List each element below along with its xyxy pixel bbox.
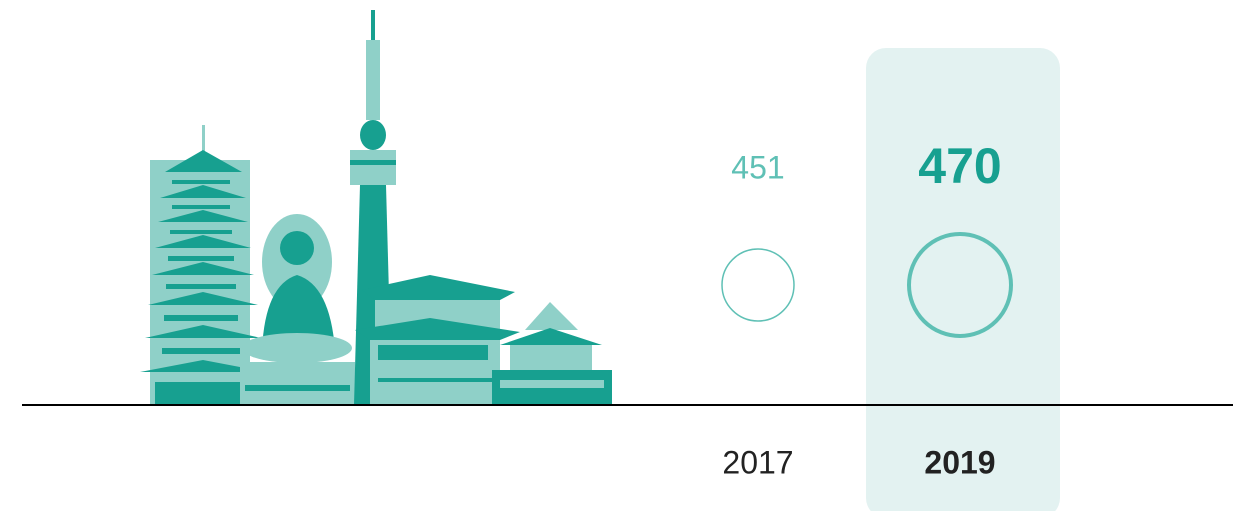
skyline-illustration	[140, 10, 612, 405]
value-label: 451	[731, 149, 784, 185]
value-label: 470	[918, 138, 1001, 194]
highlight-panel	[866, 48, 1060, 511]
bubble	[907, 232, 1013, 338]
bubble	[721, 248, 795, 322]
category-label: 2017	[722, 444, 793, 480]
category-label: 2019	[924, 444, 995, 480]
